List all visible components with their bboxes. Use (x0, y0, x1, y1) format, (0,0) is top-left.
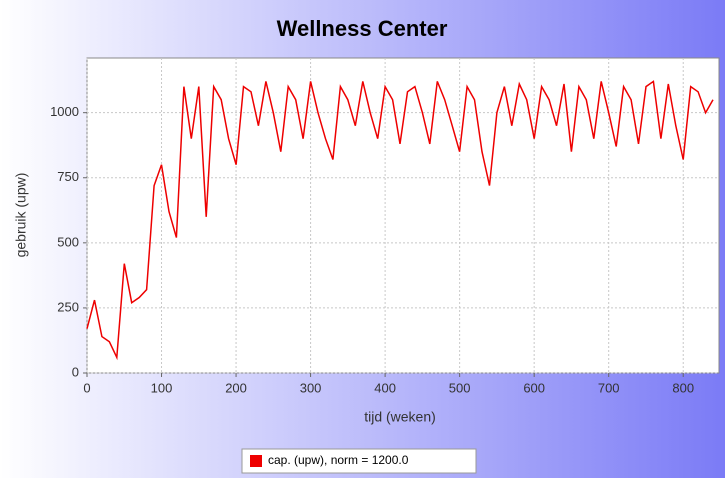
x-tick-label: 0 (83, 380, 90, 395)
plot-area (86, 57, 720, 374)
x-axis-label: tijd (weken) (364, 409, 436, 425)
y-tick-label: 750 (57, 169, 79, 184)
x-tick-label: 300 (300, 380, 322, 395)
y-tick-label: 500 (57, 234, 79, 249)
x-tick-label: 400 (374, 380, 396, 395)
legend (241, 448, 477, 474)
legend-label: cap. (upw), norm = 1200.0 (268, 453, 409, 467)
y-axis-label: gebruik (upw) (13, 173, 29, 258)
y-tick-label: 1000 (50, 104, 79, 119)
y-tick-label: 250 (57, 299, 79, 314)
series-line (86, 80, 714, 361)
chart-title: Wellness Center (277, 16, 448, 41)
x-tick-label: 100 (151, 380, 173, 395)
y-tick-label: 0 (72, 364, 79, 379)
x-tick-label: 700 (598, 380, 620, 395)
x-tick-label: 200 (225, 380, 247, 395)
x-tick-label: 600 (523, 380, 545, 395)
x-tick-label: 800 (672, 380, 694, 395)
x-tick-label: 500 (449, 380, 471, 395)
legend-swatch (250, 455, 262, 467)
